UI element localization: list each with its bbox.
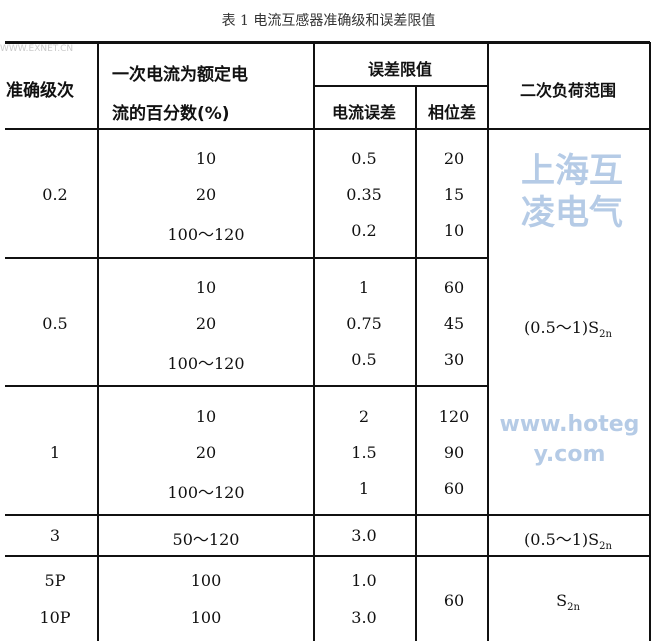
current-error-cell: 3.0	[351, 608, 377, 627]
phase-error-cell: 30	[443, 350, 465, 369]
header-class: 准确级次	[6, 81, 74, 101]
current-error-cell: 1	[358, 278, 370, 297]
current-error-cell: 0.5	[351, 149, 377, 168]
burden-cell: (0.5～1)S2n	[524, 526, 612, 552]
header-burden: 二次负荷范围	[519, 81, 617, 100]
col-divider	[97, 42, 99, 641]
col-divider	[487, 42, 489, 641]
current-error-cell: 2	[358, 407, 370, 426]
class-cell: 5P	[44, 571, 66, 590]
percent-cell: 20	[195, 443, 217, 462]
percent-cell: 100～120	[167, 225, 245, 244]
percent-cell: 50～120	[172, 530, 240, 549]
header-error-limit: 误差限值	[367, 60, 433, 79]
url-watermark: www.hotegy.com	[499, 412, 640, 467]
col-divider	[415, 86, 417, 641]
rule-row	[5, 257, 487, 259]
header-phase-error: 相位差	[427, 103, 477, 122]
phase-error-cell: 45	[443, 314, 465, 333]
percent-cell: 10	[195, 149, 217, 168]
burden-subscript: 2n	[599, 541, 612, 553]
percent-cell: 100	[190, 608, 222, 627]
table-caption: 表 1 电流互感器准确级和误差限值	[221, 13, 436, 29]
class-cell: 0.2	[42, 185, 68, 204]
percent-cell: 100～120	[167, 354, 245, 373]
burden-cell: (0.5～1)S2n	[524, 314, 612, 340]
burden-value: (0.5～1)S	[524, 530, 600, 549]
rule-row	[5, 514, 650, 516]
burden-value: S	[556, 591, 568, 610]
current-error-cell: 1	[358, 479, 370, 498]
burden-subscript: 2n	[567, 602, 580, 614]
phase-error-cell: 60	[443, 278, 465, 297]
col-divider	[649, 42, 651, 641]
phase-error-cell: 60	[443, 591, 465, 610]
current-error-cell: 1.0	[351, 571, 377, 590]
phase-error-cell: 90	[443, 443, 465, 462]
phase-error-cell: 120	[438, 407, 470, 426]
current-error-cell: 0.2	[351, 221, 377, 240]
percent-cell: 10	[195, 407, 217, 426]
percent-cell: 100	[190, 571, 222, 590]
phase-error-cell: 20	[443, 149, 465, 168]
class-cell: 0.5	[42, 314, 68, 333]
site-watermark: WWW.EXNET.CN	[0, 44, 74, 54]
percent-cell: 20	[195, 314, 217, 333]
rule-row	[5, 385, 487, 387]
current-error-cell: 0.75	[346, 314, 382, 333]
current-error-cell: 0.5	[351, 350, 377, 369]
current-error-cell: 1.5	[351, 443, 377, 462]
percent-cell: 10	[195, 278, 217, 297]
rule-top	[5, 41, 650, 44]
col-divider	[313, 42, 315, 641]
phase-error-cell: 60	[443, 479, 465, 498]
phase-error-cell: 15	[443, 185, 465, 204]
phase-error-cell: 10	[443, 221, 465, 240]
percent-cell: 100～120	[167, 483, 245, 502]
header-percent-line1: 一次电流为额定电	[112, 65, 248, 85]
class-cell: 10P	[39, 608, 71, 627]
burden-cell: S2n	[556, 591, 580, 613]
rule-subheader	[313, 85, 487, 87]
burden-subscript: 2n	[599, 329, 612, 341]
brand-watermark: 上海互凌电气	[521, 151, 623, 233]
current-error-cell: 0.35	[346, 185, 382, 204]
header-percent-line2: 流的百分数(%)	[112, 104, 230, 124]
class-cell: 1	[49, 443, 61, 462]
rule-row	[5, 555, 650, 557]
rule-header	[5, 128, 650, 130]
class-cell: 3	[49, 526, 61, 545]
percent-cell: 20	[195, 185, 217, 204]
header-current-error: 电流误差	[331, 103, 397, 122]
current-error-cell: 3.0	[351, 526, 377, 545]
burden-value: (0.5～1)S	[524, 318, 600, 337]
